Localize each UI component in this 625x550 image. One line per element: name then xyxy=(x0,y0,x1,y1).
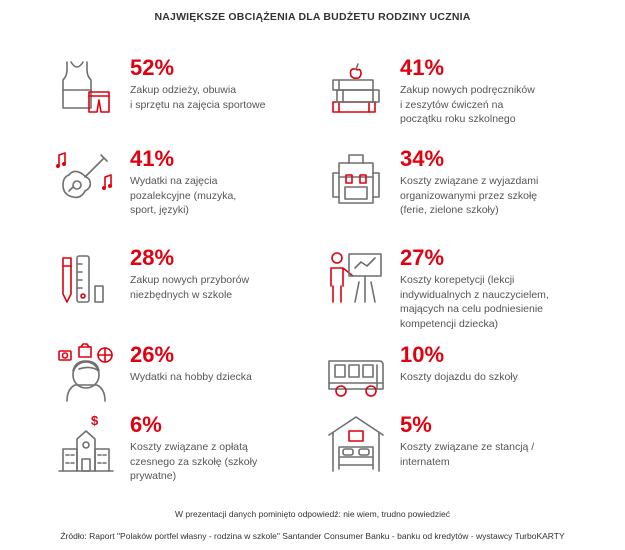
percentage-value: 34% xyxy=(400,146,445,171)
description-line: Zakup nowych przyborów xyxy=(130,274,250,286)
bed-icon xyxy=(325,413,387,475)
percentage-value: 26% xyxy=(130,342,175,367)
chart-title: NAJWIĘKSZE OBCIĄŻENIA DLA BUDŻETU RODZIN… xyxy=(154,11,471,23)
expense-item: 28% Zakup nowych przyborów niezbędnych w s… xyxy=(55,246,315,336)
description-line: Koszty związane ze stancją / xyxy=(400,441,535,453)
description-line: Koszty związane z wyjazdami xyxy=(400,175,539,187)
percentage-value: 28% xyxy=(130,245,175,270)
expense-description: Koszty związane z opłatą czesnego za szko… xyxy=(130,440,257,484)
expense-item: 27% Koszty korepetycji (lekcji indywidualn… xyxy=(325,246,585,336)
description-line: (ferie, zielone szkoły) xyxy=(400,204,499,216)
backpack-icon xyxy=(325,147,387,209)
expense-item: 26% Wydatki na hobby dziecka xyxy=(55,343,315,433)
svg-text:$: $ xyxy=(91,413,99,428)
expense-description: Wydatki na zajęcia pozalekcyjne (muzyka, s… xyxy=(130,174,236,218)
description-line: początku roku szkolnego xyxy=(400,113,516,125)
description-line: Zakup nowych podręczników xyxy=(400,84,535,96)
source-line: Źródło: Raport "Polaków portfel własny -… xyxy=(60,531,565,541)
expense-description: Koszty związane z wyjazdami organizowanym… xyxy=(400,174,538,218)
description-line: sport, języki) xyxy=(130,204,189,216)
expense-item: 5% Koszty związane ze stancją / internatem xyxy=(325,413,585,503)
expense-description: Koszty korepetycji (lekcji indywidualnych… xyxy=(400,273,549,331)
bus-icon xyxy=(325,343,387,405)
description-line: Koszty związane z opłatą xyxy=(130,441,248,453)
expense-description: Koszty dojazdu do szkoły xyxy=(400,370,518,385)
description-line: Koszty dojazdu do szkoły xyxy=(400,371,518,383)
description-line: Zakup odzieży, obuwia xyxy=(130,84,237,96)
description-line: internatem xyxy=(400,455,450,468)
description-line: kompetencji dziecka) xyxy=(400,317,499,330)
description-line: niezbędnych w szkole xyxy=(130,288,233,301)
expense-item: $ 6% Koszty związane z opłatą czesnego za … xyxy=(55,413,315,503)
description-line: Koszty korepetycji (lekcji xyxy=(400,274,515,286)
clothes-icon xyxy=(55,56,117,118)
percentage-value: 41% xyxy=(400,55,445,80)
description-line: Wydatki na zajęcia xyxy=(130,175,218,187)
hobby-icon xyxy=(55,343,117,405)
percentage-value: 6% xyxy=(130,412,162,437)
guitar-icon xyxy=(55,147,117,209)
description-line: organizowanymi przez szkołę xyxy=(400,189,538,202)
description-line: i sprzętu na zajęcia sportowe xyxy=(130,98,266,111)
percentage-value: 52% xyxy=(130,55,175,80)
percentage-value: 5% xyxy=(400,412,432,437)
tutor-icon xyxy=(325,246,387,308)
expense-item: 52% Zakup odzieży, obuwia i sprzętu na zaj… xyxy=(55,56,315,146)
description-line: i zeszytów ćwiczeń na xyxy=(400,98,504,111)
description-line: Wydatki na hobby dziecka xyxy=(130,371,252,383)
expense-item: 41% Zakup nowych podręczników i zeszytów ć… xyxy=(325,56,585,146)
expense-item: 10% Koszty dojazdu do szkoły xyxy=(325,343,585,433)
description-line: pozalekcyjne (muzyka, xyxy=(130,189,237,202)
expense-description: Zakup nowych podręczników i zeszytów ćwic… xyxy=(400,83,535,127)
school-supplies-icon xyxy=(55,246,117,308)
percentage-value: 10% xyxy=(400,342,445,367)
percentage-value: 41% xyxy=(130,146,175,171)
books-icon xyxy=(325,56,387,118)
expense-description: Wydatki na hobby dziecka xyxy=(130,370,252,385)
expense-item: 41% Wydatki na zajęcia pozalekcyjne (muzyk… xyxy=(55,147,315,237)
description-line: mających na celu podniesienie xyxy=(400,303,544,315)
expense-item: 34% Koszty związane z wyjazdami organizowa… xyxy=(325,147,585,237)
description-line: prywatne) xyxy=(130,470,177,482)
expense-description: Koszty związane ze stancją / internatem xyxy=(400,440,534,469)
footnote: W prezentacji danych pominięto odpowiedź… xyxy=(175,509,450,519)
percentage-value: 27% xyxy=(400,245,445,270)
description-line: indywidualnych z nauczycielem, xyxy=(400,288,549,301)
school-building-icon: $ xyxy=(55,413,117,475)
description-line: czesnego za szkołę (szkoły xyxy=(130,455,258,468)
expense-description: Zakup odzieży, obuwia i sprzętu na zajęci… xyxy=(130,83,265,112)
expense-description: Zakup nowych przyborów niezbędnych w szko… xyxy=(130,273,249,302)
